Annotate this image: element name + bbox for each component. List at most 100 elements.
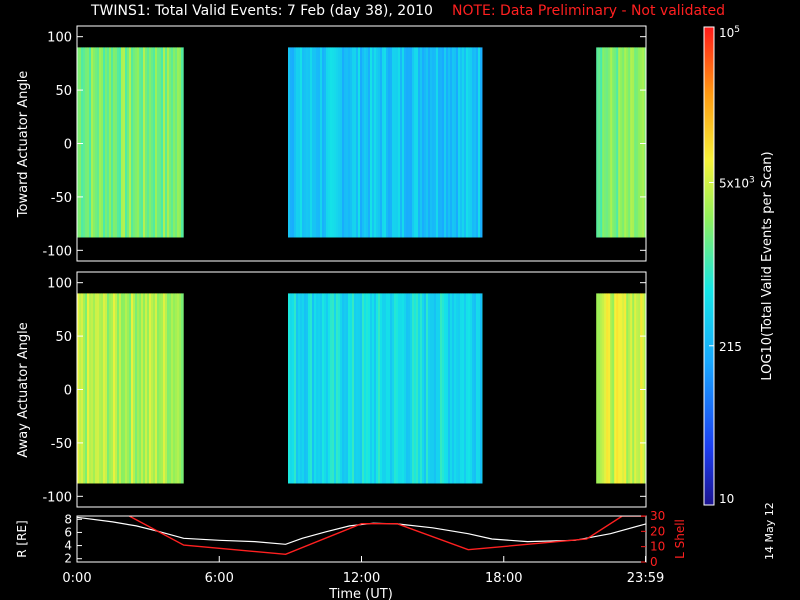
heatmap-cell xyxy=(614,293,617,484)
heatmap-cell xyxy=(348,47,351,238)
heatmap-cell xyxy=(642,293,645,484)
heatmap-cell xyxy=(600,293,603,484)
heatmap-cell xyxy=(612,47,615,238)
heatmap-cell xyxy=(85,47,88,238)
heatmap-cell xyxy=(442,293,445,484)
y-tick-label: -50 xyxy=(51,437,72,452)
heatmap-cell xyxy=(107,47,110,238)
heatmap-cell xyxy=(89,293,92,484)
heatmap-cell xyxy=(450,47,453,238)
heatmap-cell xyxy=(412,47,415,238)
heatmap-cell xyxy=(432,293,435,484)
heatmap-cell xyxy=(430,293,433,484)
heatmap-cell xyxy=(378,293,381,484)
heatmap-cell xyxy=(456,293,459,484)
heatmap-cell xyxy=(382,293,385,484)
heatmap-cell xyxy=(378,47,381,238)
heatmap-cell xyxy=(446,293,449,484)
heatmap-cell xyxy=(644,47,646,238)
heatmap-cell xyxy=(380,47,383,238)
heatmap-cell xyxy=(596,293,599,484)
heatmap-cell xyxy=(83,293,86,484)
heatmap-cell xyxy=(368,293,371,484)
heatmap-cell xyxy=(632,47,635,238)
time-tick-label: 0:00 xyxy=(62,571,91,586)
heatmap-cell xyxy=(113,293,116,484)
heatmap-cell xyxy=(638,293,641,484)
heatmap-cell xyxy=(632,293,635,484)
heatmap-cell xyxy=(125,293,128,484)
heatmap-cell xyxy=(155,293,158,484)
heatmap-cell xyxy=(298,293,301,484)
heatmap-cell xyxy=(332,47,335,238)
heatmap-cell xyxy=(306,47,309,238)
heatmap-cell xyxy=(87,47,90,238)
heatmap-cell xyxy=(478,47,481,238)
toward-y-axis: 100 50 0 -50 -100 xyxy=(42,31,646,259)
heatmap-cell xyxy=(103,293,106,484)
heatmap-cell xyxy=(620,293,623,484)
heatmap-cell xyxy=(157,47,160,238)
y-tick-label: 0 xyxy=(64,384,72,399)
heatmap-cell xyxy=(398,293,401,484)
heatmap-cell xyxy=(408,47,411,238)
heatmap-cell xyxy=(442,47,445,238)
heatmap-cell xyxy=(322,47,325,238)
heatmap-cell xyxy=(155,47,158,238)
heatmap-cell xyxy=(119,47,122,238)
heatmap-cell xyxy=(400,293,403,484)
heatmap-cell xyxy=(400,47,403,238)
heatmap-cell xyxy=(636,293,639,484)
colorbar-gradient xyxy=(703,26,715,506)
heatmap-cell xyxy=(372,47,375,238)
heatmap-cell xyxy=(308,293,311,484)
heatmap-cell xyxy=(342,293,345,484)
heatmap-cell xyxy=(472,47,475,238)
heatmap-cell xyxy=(334,47,337,238)
heatmap-cell xyxy=(87,293,90,484)
heatmap-cell xyxy=(290,293,293,484)
heatmap-cell xyxy=(101,293,104,484)
heatmap-cell xyxy=(119,293,122,484)
heatmap-cell xyxy=(300,47,303,238)
heatmap-cell xyxy=(468,293,471,484)
heatmap-cell xyxy=(476,47,479,238)
heatmap-cell xyxy=(480,293,483,484)
heatmap-cell xyxy=(77,47,80,238)
y-tick-label: 0 xyxy=(64,138,72,153)
heatmap-cell xyxy=(374,47,377,238)
time-tick-label: 18:00 xyxy=(485,571,522,586)
heatmap-cell xyxy=(137,47,140,238)
heatmap-cell xyxy=(175,293,178,484)
heatmap-cell xyxy=(436,293,439,484)
time-tick-label: 23:59 xyxy=(627,571,664,586)
heatmap-cell xyxy=(143,293,146,484)
heatmap-cell xyxy=(602,293,605,484)
heatmap-cell xyxy=(466,47,469,238)
heatmap-cell xyxy=(320,47,323,238)
heatmap-cell xyxy=(139,293,142,484)
heatmap-cell xyxy=(163,47,166,238)
heatmap-cell xyxy=(630,47,633,238)
heatmap-cell xyxy=(99,293,102,484)
heatmap-cell xyxy=(125,47,128,238)
heatmap-cell xyxy=(366,47,369,238)
y-tick-label: 100 xyxy=(47,31,72,46)
y-tick-label: -100 xyxy=(42,244,72,259)
heatmap-cell xyxy=(620,47,623,238)
heatmap-cell xyxy=(105,293,108,484)
heatmap-cell xyxy=(392,47,395,238)
heatmap-cell xyxy=(81,47,84,238)
heatmap-cell xyxy=(131,293,134,484)
heatmap-cell xyxy=(416,293,419,484)
radius-axis-label: R [RE] xyxy=(15,520,29,557)
heatmap-cell xyxy=(396,47,399,238)
heatmap-cell xyxy=(292,47,295,238)
heatmap-cell xyxy=(478,293,481,484)
heatmap-cell xyxy=(422,47,425,238)
heatmap-cell xyxy=(372,293,375,484)
heatmap-cell xyxy=(458,47,461,238)
heatmap-cell xyxy=(390,47,393,238)
heatmap-cell xyxy=(167,47,170,238)
